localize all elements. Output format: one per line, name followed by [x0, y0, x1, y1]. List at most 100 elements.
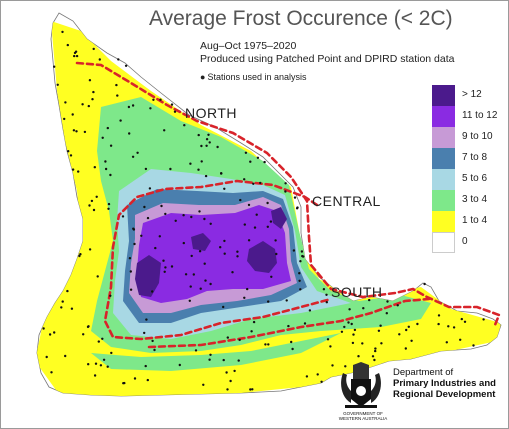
station-dot — [96, 275, 99, 278]
station-dot — [143, 205, 146, 209]
station-dot — [256, 156, 260, 159]
region-boundary — [75, 61, 501, 349]
station-dot — [301, 254, 304, 258]
station-dot — [144, 167, 148, 171]
station-dot — [199, 287, 202, 290]
government-line: GOVERNMENT OF WESTERN AUSTRALIA — [338, 411, 388, 421]
frost-zones — [37, 21, 501, 396]
station-dot — [149, 107, 152, 110]
station-dot — [169, 167, 172, 171]
station-dot — [129, 270, 132, 273]
station-dot — [189, 285, 192, 288]
station-dot — [75, 54, 79, 58]
station-dot — [404, 347, 407, 350]
station-dot — [124, 64, 128, 67]
station-dots — [42, 30, 485, 391]
station-dot — [299, 288, 302, 291]
station-dot — [239, 198, 242, 202]
legend-label: 5 to 6 — [462, 173, 488, 184]
station-dot — [320, 380, 323, 383]
station-dot — [398, 333, 401, 336]
station-dot — [267, 300, 270, 303]
station-dot — [405, 328, 408, 332]
station-dot — [200, 144, 203, 148]
legend-item: 7 to 8 — [432, 148, 500, 169]
legend-item: 11 to 12 — [432, 106, 500, 127]
station-dot — [305, 375, 309, 378]
station-dot — [152, 98, 155, 102]
station-dot — [343, 325, 346, 329]
station-dot — [293, 196, 297, 199]
station-dot — [326, 338, 330, 341]
legend-label: 0 — [462, 236, 468, 247]
station-dot — [303, 322, 307, 325]
station-dot — [101, 136, 104, 139]
station-dot — [145, 318, 148, 321]
station-dot — [48, 333, 52, 336]
station-dot — [246, 287, 249, 291]
legend-item: 0 — [432, 232, 500, 253]
legend-label: > 12 — [462, 89, 482, 100]
station-dot — [170, 103, 174, 106]
region-label-north: NORTH — [185, 105, 238, 121]
station-dot — [87, 363, 90, 366]
station-dot — [163, 270, 166, 273]
station-dot — [299, 260, 302, 263]
station-dot — [127, 105, 131, 109]
stations-note-label: Stations used in analysis — [207, 72, 307, 82]
station-dot — [122, 382, 125, 385]
station-dot — [352, 333, 355, 336]
station-dot — [252, 320, 256, 324]
station-dot — [316, 373, 319, 376]
station-dot — [109, 144, 113, 147]
wa-crest-icon — [341, 362, 381, 408]
legend-label: 3 to 4 — [462, 194, 488, 205]
station-dot — [53, 65, 56, 68]
legend-item: 3 to 4 — [432, 190, 500, 211]
station-dot — [63, 117, 66, 121]
station-dot — [188, 299, 191, 302]
station-dot — [231, 271, 234, 274]
station-dot — [146, 378, 149, 382]
station-dot — [88, 204, 91, 207]
station-dot — [151, 290, 154, 293]
station-dot — [298, 272, 301, 275]
station-dot — [178, 363, 181, 367]
station-dot — [219, 246, 222, 249]
station-dot — [197, 133, 200, 137]
station-dot — [264, 343, 267, 346]
station-dot — [243, 296, 246, 299]
station-dot — [207, 133, 210, 136]
region-label-central: CENTRAL — [312, 193, 381, 209]
station-dot — [128, 257, 132, 260]
station-dot — [222, 305, 225, 309]
station-dot — [385, 312, 388, 315]
station-dot — [237, 359, 240, 362]
legend-item: 5 to 6 — [432, 169, 500, 190]
station-dot — [74, 50, 78, 53]
station-dot — [98, 58, 102, 61]
station-dot — [472, 344, 475, 347]
station-dot — [275, 252, 278, 256]
station-dot — [128, 132, 131, 135]
station-dot — [348, 308, 351, 311]
station-dot — [205, 144, 208, 147]
legend-label: 7 to 8 — [462, 152, 488, 163]
station-dot — [42, 327, 45, 330]
station-dot — [203, 262, 206, 265]
station-dot — [255, 213, 258, 216]
station-dot — [61, 300, 64, 303]
station-dot — [322, 288, 326, 291]
map-subtitle-source: Produced using Patched Point and DPIRD s… — [200, 53, 455, 65]
legend-item: 9 to 10 — [432, 127, 500, 148]
station-dot — [353, 328, 357, 332]
station-dot — [109, 173, 112, 177]
station-dot — [72, 129, 76, 132]
station-dot — [148, 187, 152, 190]
legend-swatch — [432, 106, 455, 127]
station-dot — [131, 104, 135, 107]
zone-gt-12-b — [247, 241, 277, 273]
station-dot — [247, 239, 251, 242]
station-dot — [194, 349, 198, 352]
station-dot — [95, 195, 98, 198]
